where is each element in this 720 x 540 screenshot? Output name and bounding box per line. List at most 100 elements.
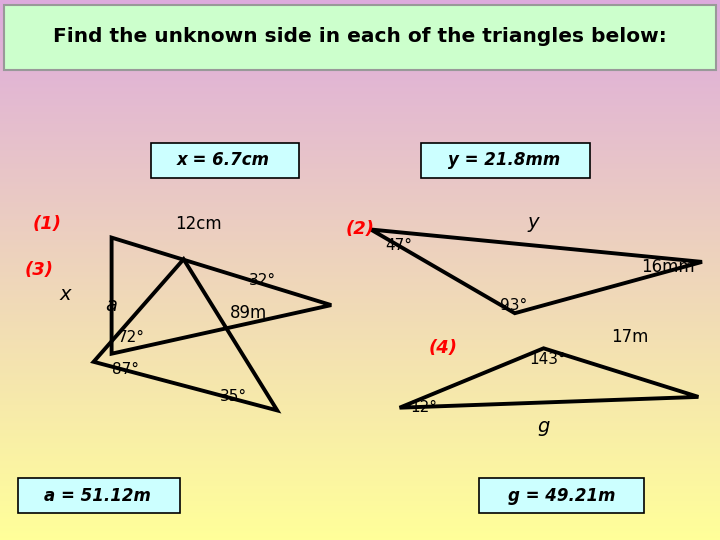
Bar	[0, 281, 720, 282]
Bar	[0, 140, 720, 142]
Bar	[0, 56, 720, 58]
Bar	[0, 12, 720, 15]
Bar	[0, 200, 720, 201]
Bar	[0, 466, 720, 468]
Bar	[0, 302, 720, 304]
Bar	[0, 59, 720, 61]
Text: y: y	[527, 213, 539, 232]
Bar	[0, 536, 720, 538]
Bar	[0, 173, 720, 174]
Bar	[0, 450, 720, 452]
Bar	[0, 363, 720, 366]
Bar	[0, 119, 720, 120]
Bar	[0, 139, 720, 140]
Bar	[0, 407, 720, 409]
Bar	[0, 20, 720, 22]
Bar	[0, 66, 720, 69]
Bar	[0, 416, 720, 417]
FancyBboxPatch shape	[479, 478, 644, 513]
Bar	[0, 221, 720, 223]
Bar	[0, 414, 720, 416]
Bar	[0, 247, 720, 248]
Bar	[0, 455, 720, 457]
Bar	[0, 137, 720, 139]
Bar	[0, 477, 720, 479]
Bar	[0, 22, 720, 23]
Bar	[0, 252, 720, 254]
Bar	[0, 326, 720, 328]
Text: (3): (3)	[25, 261, 54, 279]
Text: (2): (2)	[346, 220, 374, 239]
Bar	[0, 204, 720, 205]
Bar	[0, 126, 720, 128]
Bar	[0, 452, 720, 454]
Bar	[0, 387, 720, 389]
Bar	[0, 420, 720, 421]
Bar	[0, 498, 720, 501]
Text: 93°: 93°	[500, 298, 528, 313]
Bar	[0, 374, 720, 376]
Text: a = 51.12m: a = 51.12m	[44, 487, 150, 505]
Bar	[0, 288, 720, 290]
Bar	[0, 130, 720, 131]
Bar	[0, 25, 720, 27]
Bar	[0, 436, 720, 437]
Bar	[0, 5, 720, 7]
Text: (4): (4)	[428, 339, 457, 357]
Bar	[0, 266, 720, 268]
Bar	[0, 292, 720, 293]
Bar	[0, 103, 720, 104]
Bar	[0, 495, 720, 497]
Text: 32°: 32°	[248, 273, 276, 288]
Bar	[0, 447, 720, 448]
Bar	[0, 144, 720, 146]
Bar	[0, 322, 720, 324]
Bar	[0, 85, 720, 86]
Bar	[0, 157, 720, 158]
Bar	[0, 162, 720, 164]
Bar	[0, 167, 720, 169]
Bar	[0, 286, 720, 288]
Bar	[0, 441, 720, 443]
Bar	[0, 331, 720, 333]
Bar	[0, 34, 720, 36]
Bar	[0, 29, 720, 31]
Bar	[0, 250, 720, 252]
Bar	[0, 193, 720, 194]
Bar	[0, 209, 720, 211]
FancyBboxPatch shape	[151, 143, 299, 178]
Text: (1): (1)	[32, 215, 61, 233]
Bar	[0, 531, 720, 533]
Bar	[0, 205, 720, 207]
Bar	[0, 371, 720, 373]
Bar	[0, 255, 720, 258]
Bar	[0, 241, 720, 243]
Bar	[0, 32, 720, 34]
Bar	[0, 459, 720, 461]
Bar	[0, 45, 720, 47]
Bar	[0, 212, 720, 214]
Text: x: x	[59, 285, 71, 304]
Bar	[0, 304, 720, 306]
Bar	[0, 76, 720, 77]
Text: 72°: 72°	[117, 330, 145, 345]
Bar	[0, 320, 720, 322]
Bar	[0, 342, 720, 344]
Bar	[0, 299, 720, 301]
Bar	[0, 158, 720, 160]
Bar	[0, 123, 720, 124]
Bar	[0, 319, 720, 320]
Bar	[0, 42, 720, 43]
Bar	[0, 99, 720, 101]
Bar	[0, 353, 720, 355]
Bar	[0, 36, 720, 38]
Bar	[0, 524, 720, 525]
Bar	[0, 313, 720, 315]
Bar	[0, 366, 720, 367]
Bar	[0, 96, 720, 97]
Bar	[0, 120, 720, 123]
Bar	[0, 454, 720, 455]
Bar	[0, 228, 720, 231]
Bar	[0, 187, 720, 189]
Bar	[0, 358, 720, 360]
